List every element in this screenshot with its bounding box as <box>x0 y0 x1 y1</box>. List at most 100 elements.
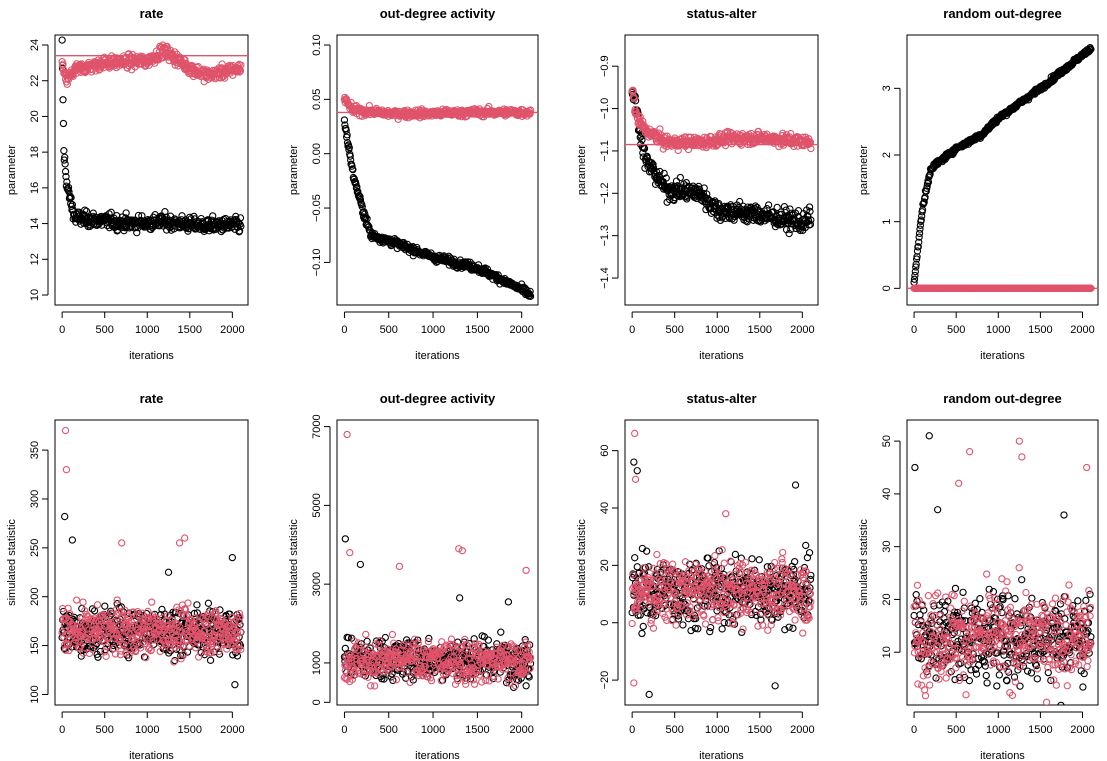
data-point <box>171 656 179 665</box>
data-point <box>353 183 361 191</box>
data-point <box>236 613 244 621</box>
y-axis-label: parameter <box>6 145 18 195</box>
data-point <box>215 621 223 630</box>
y-axis-label: simulated statistic <box>288 519 300 606</box>
series-black <box>58 36 245 237</box>
x-axis: 0 500 1000 1500 2000 <box>341 311 534 336</box>
data-point <box>59 119 68 128</box>
data-point <box>231 617 239 625</box>
data-point <box>103 611 111 619</box>
data-point <box>344 634 353 642</box>
data-point <box>82 207 91 215</box>
data-point <box>166 645 175 653</box>
outlier-point <box>164 568 173 576</box>
x-axis-label: iterations <box>415 350 460 362</box>
data-point <box>806 207 814 216</box>
data-point <box>526 109 534 118</box>
y-tick-label: 150 <box>29 636 41 654</box>
data-point <box>139 638 147 646</box>
y-tick-label: −1.1 <box>599 140 611 162</box>
data-point <box>660 169 668 178</box>
data-point <box>133 229 141 237</box>
chart-title: out-degree activity <box>380 6 496 21</box>
data-point <box>676 173 684 182</box>
plot-frame <box>906 34 1099 306</box>
x-axis: 0 500 1000 1500 2000 <box>341 711 534 736</box>
data-point <box>237 222 245 230</box>
x-tick-label: 1000 <box>135 724 159 736</box>
y-tick-label: 0.00 <box>311 143 323 164</box>
y-tick-label: 16 <box>29 182 41 194</box>
y-tick-label: 3 <box>881 85 893 91</box>
data-point <box>156 647 164 656</box>
data-point <box>526 292 535 300</box>
series-red <box>58 41 245 88</box>
data-point <box>61 167 70 176</box>
data-point <box>356 669 364 678</box>
data-point <box>204 599 213 607</box>
data-point <box>910 275 919 283</box>
data-point <box>786 205 794 213</box>
data-point <box>367 648 375 656</box>
data-point <box>144 607 152 616</box>
x-tick-label: 2000 <box>1070 324 1094 336</box>
data-point <box>526 106 535 114</box>
data-point <box>912 260 920 268</box>
data-point <box>341 121 349 129</box>
chart-title: rate <box>140 6 164 21</box>
data-point <box>102 643 111 651</box>
x-tick-label: 1000 <box>421 724 445 736</box>
chart-title: out-degree activity <box>380 391 496 406</box>
data-point <box>223 645 231 653</box>
outlier-point <box>522 682 530 690</box>
y-tick-label: 2 <box>881 152 893 158</box>
data-point <box>110 617 119 626</box>
data-point <box>354 639 362 647</box>
y-tick-label: 3000 <box>311 572 323 596</box>
data-point <box>218 626 227 634</box>
data-point <box>392 676 401 684</box>
x-axis: 0 500 1000 1500 2000 <box>59 711 245 736</box>
data-points <box>340 93 535 300</box>
data-point <box>175 636 183 645</box>
data-point <box>916 221 925 229</box>
data-point <box>102 652 110 661</box>
x-tick-label: 1000 <box>421 324 445 336</box>
series-black <box>58 512 245 689</box>
data-points <box>910 43 1095 292</box>
y-axis: −1.4−1.3−1.2−1.1−1.0−0.9 <box>599 55 619 289</box>
data-point <box>90 607 99 615</box>
y-tick-label: 0 <box>881 285 893 291</box>
data-point <box>191 644 200 652</box>
y-axis: −0.10−0.050.000.050.10 <box>311 34 331 276</box>
x-tick-label: 500 <box>380 724 398 736</box>
y-tick-label: −1.4 <box>599 267 611 289</box>
data-point <box>192 637 201 645</box>
data-point <box>364 673 372 681</box>
data-point <box>365 223 373 231</box>
chart-title: rate <box>140 391 164 406</box>
data-point <box>120 640 128 649</box>
plot-frame <box>54 34 249 306</box>
data-point <box>406 678 414 687</box>
data-point <box>912 263 920 271</box>
data-point <box>129 608 138 616</box>
data-point <box>922 187 930 195</box>
x-tick-label: 0 <box>629 324 635 336</box>
series-red <box>340 93 535 123</box>
data-point <box>700 184 708 192</box>
x-tick-label: 1500 <box>178 324 202 336</box>
data-point <box>101 615 109 623</box>
data-point <box>127 618 135 626</box>
data-point <box>356 196 365 204</box>
data-point <box>915 238 923 246</box>
data-point <box>114 608 123 616</box>
data-points <box>340 430 535 692</box>
data-point <box>376 636 384 645</box>
data-point <box>180 650 188 658</box>
data-point <box>379 667 388 676</box>
